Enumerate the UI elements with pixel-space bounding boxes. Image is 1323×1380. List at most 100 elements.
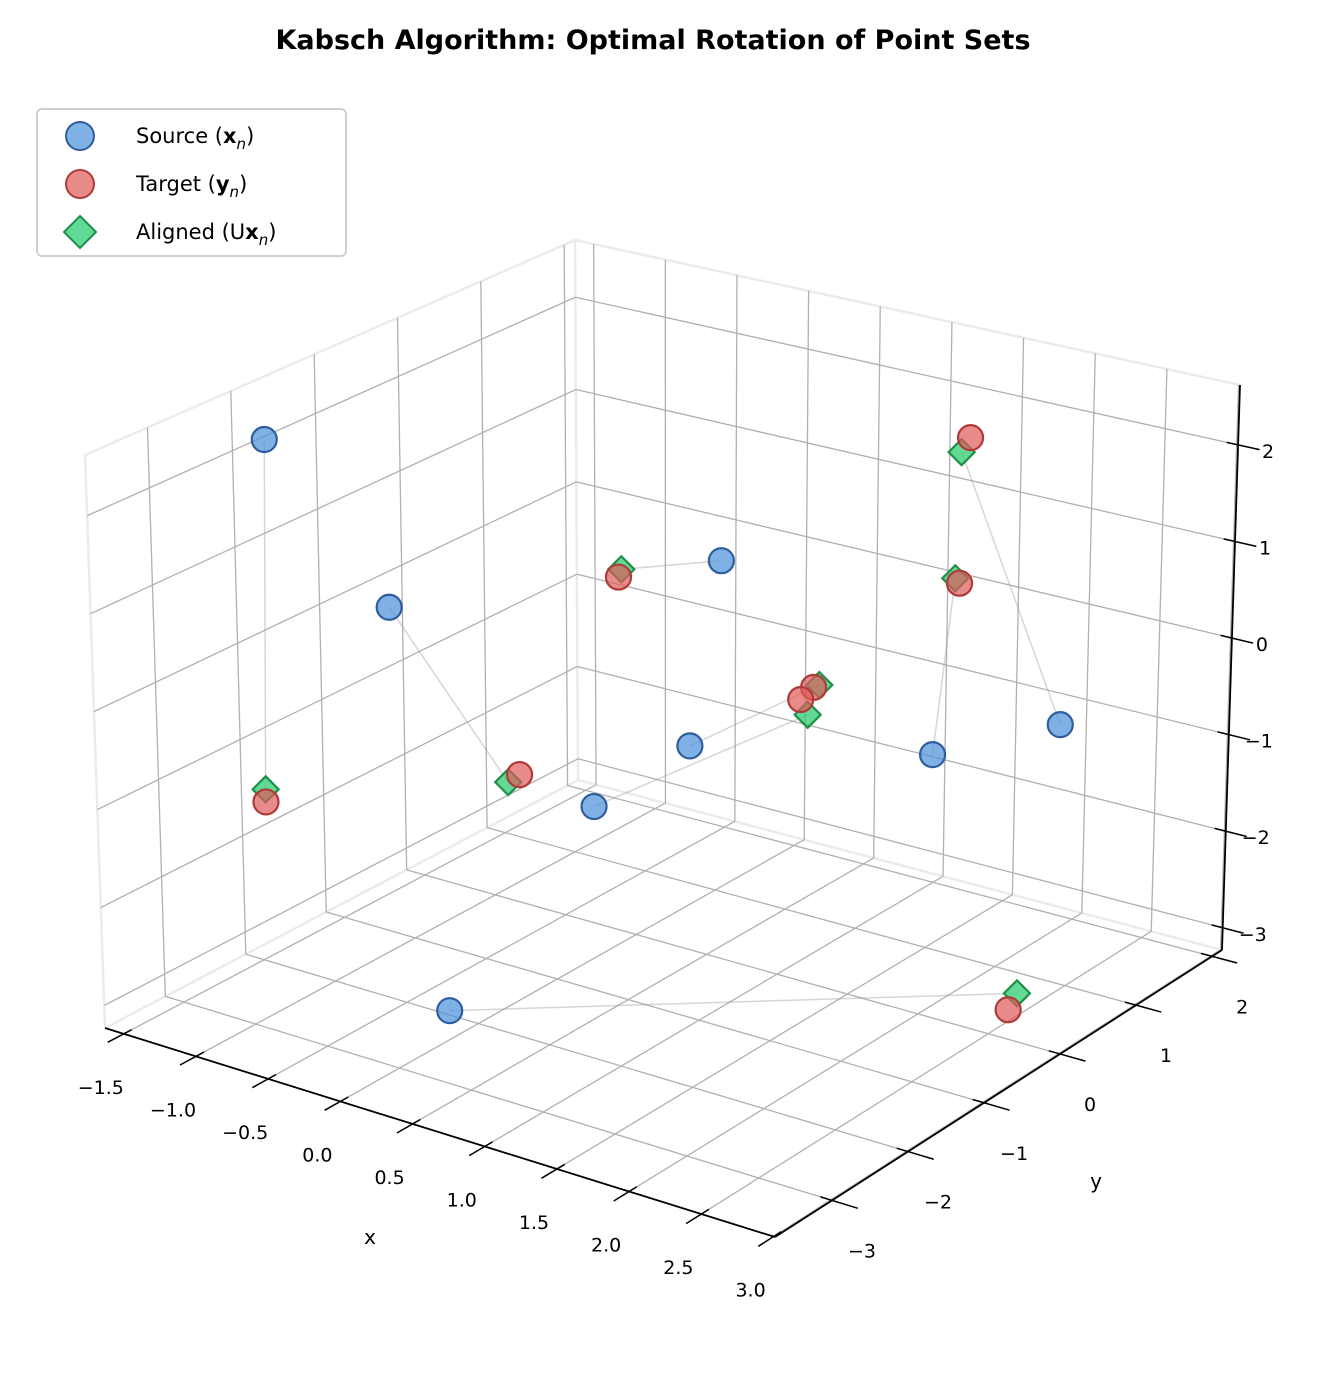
- pane-edge: [83, 454, 107, 1029]
- y-tick: [972, 1098, 1010, 1111]
- gridline-y-floor: [165, 995, 833, 1202]
- connection-lines: [263, 439, 1061, 1012]
- x-axis-line: [104, 1027, 776, 1238]
- chart-title: Kabsch Algorithm: Optimal Rotation of Po…: [275, 25, 1030, 56]
- gridline-z-left-wall: [97, 573, 578, 811]
- connection-line: [449, 992, 1017, 1012]
- gridline-z-left-wall: [93, 481, 577, 713]
- gridline-x-floor: [412, 857, 874, 1125]
- legend-item-aligned: Aligned (Uxn): [38, 212, 276, 252]
- gridline-z-left-wall: [103, 758, 579, 1007]
- gridline-x-wall: [1150, 369, 1168, 932]
- x-tick-label: −0.5: [222, 1122, 268, 1144]
- z-axis-line: [1221, 384, 1241, 951]
- z-tick-label: 0: [1256, 634, 1268, 656]
- gridline-z-back-wall: [577, 758, 1223, 929]
- x-tick: [396, 1118, 421, 1134]
- target-point: [505, 761, 534, 789]
- x-tick-label: 1.0: [447, 1189, 477, 1211]
- target-point: [252, 788, 280, 816]
- gridline-x-floor: [628, 912, 1083, 1193]
- x-tick-label: −1.5: [78, 1077, 124, 1099]
- gridline-x-floor: [556, 894, 1013, 1170]
- gridline-y-wall: [313, 354, 327, 913]
- gridline-x-floor: [701, 930, 1152, 1215]
- x-tick: [685, 1208, 710, 1225]
- gridline-y-floor: [567, 784, 1213, 957]
- z-tick: [1211, 924, 1244, 934]
- legend-label-source: Source (xn): [136, 124, 255, 153]
- legend-item-source: Source (xn): [38, 116, 254, 156]
- legend-label-target: Target (yn): [136, 172, 248, 201]
- markers: [250, 424, 1074, 1025]
- z-tick: [1220, 634, 1254, 644]
- target-point: [956, 424, 985, 452]
- gridline-x-wall: [942, 322, 953, 877]
- target-point: [994, 996, 1022, 1024]
- source-point: [707, 547, 735, 575]
- gridline-z-left-wall: [90, 388, 577, 615]
- gridline-x-floor: [773, 949, 1221, 1238]
- connection-line: [960, 451, 1061, 725]
- legend: Source (xn) Target (yn) Aligned (Uxn): [36, 108, 347, 257]
- aligned-series: [251, 437, 1032, 1008]
- legend-marker-target-circle-icon: [65, 169, 95, 199]
- x-tick-label: 2.0: [591, 1235, 621, 1257]
- source-point: [676, 732, 704, 760]
- y-tick: [1124, 1001, 1162, 1013]
- y-tick-label: −1: [1000, 1143, 1028, 1165]
- gridline-x-wall: [592, 244, 597, 785]
- legend-marker-source-circle-icon: [65, 121, 95, 151]
- source-point: [250, 425, 278, 454]
- gridline-x-floor: [195, 802, 666, 1057]
- gridline-z-back-wall: [577, 665, 1226, 832]
- gridline-x-floor: [340, 839, 805, 1102]
- gridline-x-wall: [1219, 384, 1240, 950]
- x-tick: [541, 1163, 566, 1179]
- gridline-z-left-wall: [100, 665, 578, 909]
- x-tick-label: −1.0: [150, 1099, 196, 1121]
- y-tick-label: 2: [1236, 996, 1248, 1018]
- gridline-x-floor: [267, 820, 736, 1080]
- x-tick: [179, 1051, 205, 1066]
- source-point: [1046, 711, 1074, 739]
- y-tick: [820, 1196, 859, 1210]
- target-point: [604, 563, 633, 591]
- x-tick-label: 2.5: [663, 1257, 693, 1279]
- connection-line: [593, 714, 808, 808]
- gridline-y-floor: [245, 953, 909, 1153]
- gridline-y-wall: [480, 281, 488, 828]
- gridline-x-floor: [123, 784, 597, 1035]
- source-point: [436, 997, 464, 1025]
- legend-marker-aligned-diamond-icon: [62, 214, 98, 250]
- z-tick-label: −1: [1245, 731, 1273, 753]
- gridline-y-wall: [396, 317, 408, 870]
- x-tick: [468, 1141, 493, 1157]
- gridline-y-floor: [326, 911, 985, 1104]
- tick-labels: −1.5 −1.0 −0.5 0.0 0.5 1.0 1.5 2.0 2.5 3.0 −3 −2 −1 0…: [78, 441, 1274, 1302]
- x-tick-label: 3.0: [735, 1280, 765, 1302]
- y-tick: [1048, 1050, 1086, 1062]
- pane-edge: [104, 778, 579, 1030]
- connection-line: [621, 559, 722, 571]
- z-tick: [1217, 731, 1251, 741]
- gridline-z-back-wall: [576, 573, 1230, 736]
- x-tick: [324, 1096, 349, 1111]
- y-axis-label: y: [1090, 1169, 1102, 1193]
- connection-line: [263, 439, 267, 790]
- x-tick-label: 1.5: [519, 1212, 549, 1234]
- pane-edge: [84, 238, 576, 457]
- x-tick: [107, 1028, 133, 1043]
- gridlines: [86, 244, 1240, 1238]
- gridline-x-wall: [1011, 337, 1025, 895]
- gridline-x-wall: [872, 306, 881, 859]
- x-tick: [613, 1186, 638, 1202]
- gridline-z-left-wall: [86, 296, 576, 517]
- z-tick-label: −2: [1242, 827, 1270, 849]
- y-axis-line: [774, 949, 1223, 1238]
- source-series: [250, 425, 1074, 1025]
- y-tick: [896, 1147, 934, 1160]
- y-tick-label: 0: [1084, 1094, 1096, 1116]
- z-tick-label: −3: [1239, 924, 1267, 946]
